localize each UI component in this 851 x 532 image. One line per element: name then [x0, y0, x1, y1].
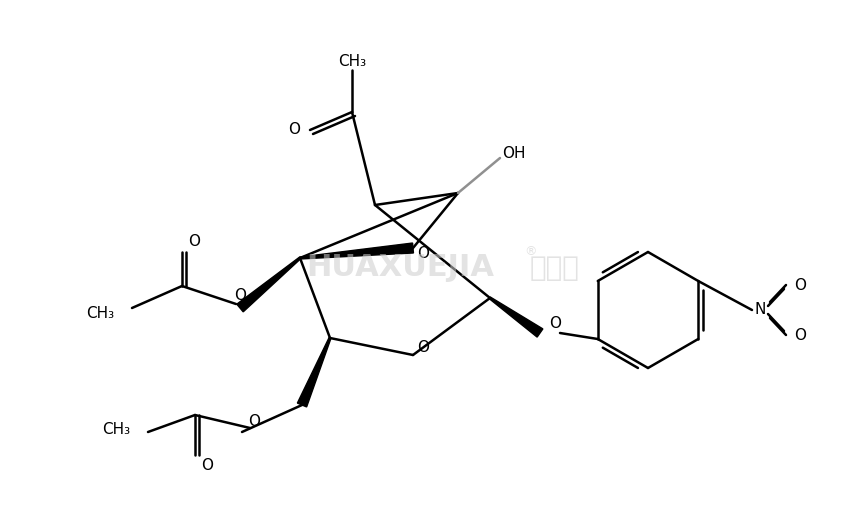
Polygon shape [237, 257, 300, 312]
Polygon shape [300, 243, 414, 259]
Text: O: O [234, 288, 246, 303]
Text: O: O [248, 414, 260, 429]
Polygon shape [489, 297, 543, 337]
Text: O: O [288, 122, 300, 137]
Text: CH₃: CH₃ [86, 305, 114, 320]
Text: O: O [201, 458, 213, 472]
Text: O: O [794, 328, 806, 343]
Text: CH₃: CH₃ [102, 421, 130, 436]
Text: O: O [549, 315, 561, 330]
Text: ®: ® [523, 245, 536, 259]
Text: O: O [417, 339, 429, 354]
Text: CH₃: CH₃ [338, 54, 366, 70]
Text: 化学加: 化学加 [530, 254, 580, 282]
Text: O: O [417, 245, 429, 261]
Text: HUAXUEJIA: HUAXUEJIA [306, 254, 494, 282]
Text: O: O [794, 278, 806, 293]
Text: N: N [754, 303, 766, 318]
Text: OH: OH [502, 145, 526, 161]
Text: O: O [188, 235, 200, 250]
Polygon shape [297, 338, 331, 407]
